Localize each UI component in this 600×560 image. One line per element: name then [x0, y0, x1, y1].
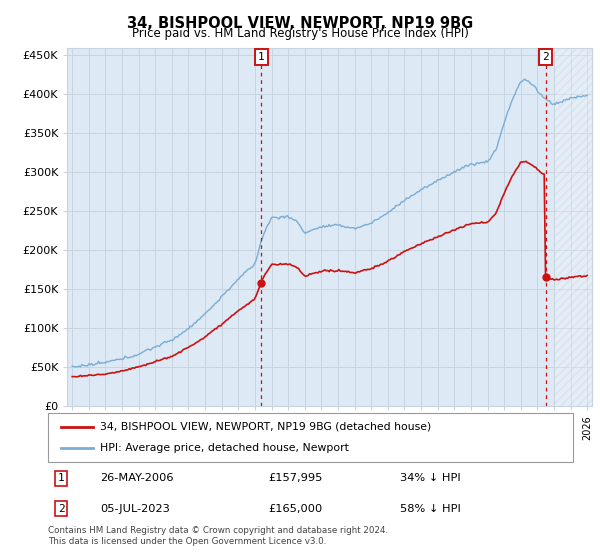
Text: 05-JUL-2023: 05-JUL-2023	[101, 504, 170, 514]
Text: 2: 2	[58, 504, 65, 514]
Text: 26-MAY-2006: 26-MAY-2006	[101, 473, 174, 483]
Text: 58% ↓ HPI: 58% ↓ HPI	[400, 504, 461, 514]
Text: 34, BISHPOOL VIEW, NEWPORT, NP19 9BG (detached house): 34, BISHPOOL VIEW, NEWPORT, NP19 9BG (de…	[101, 422, 432, 432]
Text: 1: 1	[58, 473, 65, 483]
Text: 34, BISHPOOL VIEW, NEWPORT, NP19 9BG: 34, BISHPOOL VIEW, NEWPORT, NP19 9BG	[127, 16, 473, 31]
Text: Contains HM Land Registry data © Crown copyright and database right 2024.
This d: Contains HM Land Registry data © Crown c…	[48, 526, 388, 546]
Text: 1: 1	[258, 52, 265, 62]
Text: 2: 2	[542, 52, 549, 62]
Text: £157,995: £157,995	[269, 473, 323, 483]
Bar	[554, 48, 592, 406]
Text: 34% ↓ HPI: 34% ↓ HPI	[400, 473, 461, 483]
Text: HPI: Average price, detached house, Newport: HPI: Average price, detached house, Newp…	[101, 443, 349, 453]
Text: £165,000: £165,000	[269, 504, 323, 514]
Text: Price paid vs. HM Land Registry's House Price Index (HPI): Price paid vs. HM Land Registry's House …	[131, 27, 469, 40]
FancyBboxPatch shape	[48, 413, 573, 462]
